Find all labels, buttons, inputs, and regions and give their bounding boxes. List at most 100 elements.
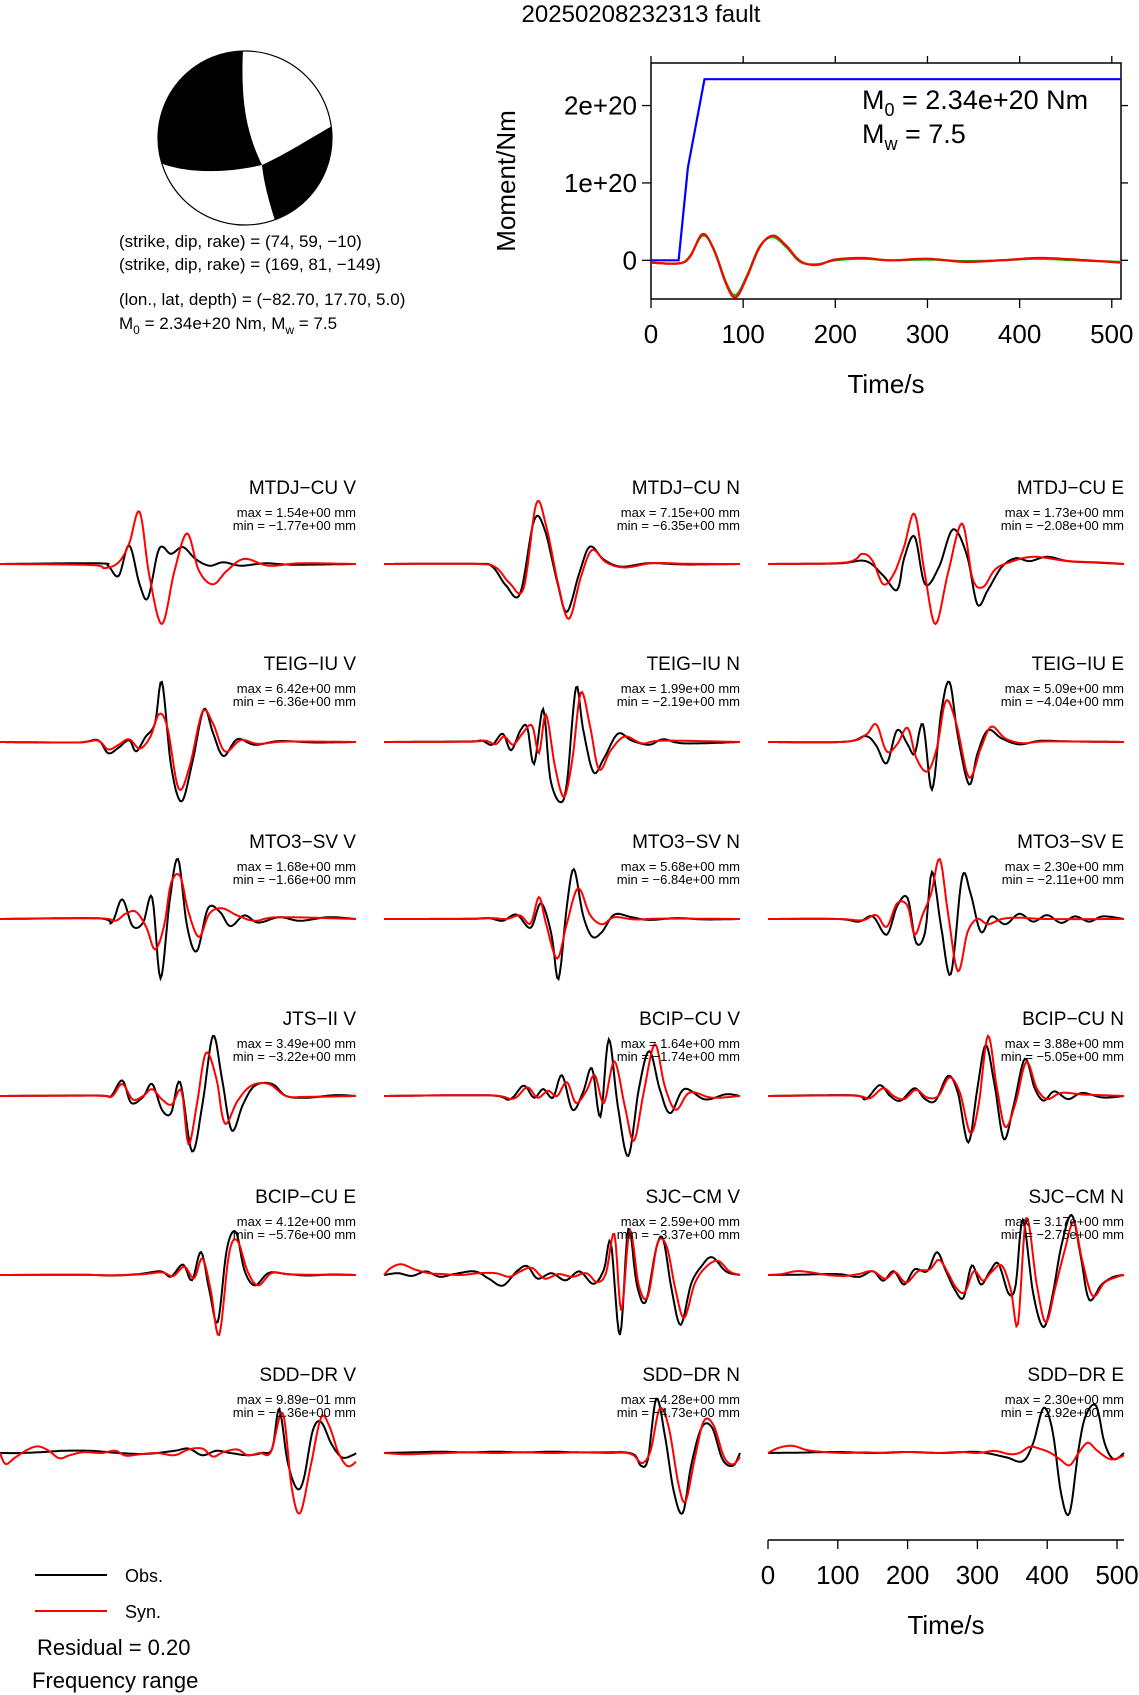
station-min: min = −2.75e+00 mm (1001, 1227, 1124, 1242)
station-name: JTS−II V (283, 1009, 357, 1030)
station-name: BCIP−CU E (255, 1187, 356, 1208)
synthetic-trace (767, 1441, 1125, 1467)
moment-series-line (650, 234, 1122, 297)
synthetic-trace (384, 1042, 741, 1143)
synthetic-trace (768, 1034, 1124, 1135)
station-name: MTDJ−CU E (1017, 478, 1124, 499)
station-min: min = −1.74e+00 mm (617, 1049, 740, 1064)
focal-mechanism-info: (strike, dip, rake) = (74, 59, −10) (str… (119, 232, 405, 337)
station-max: max = 4.12e+00 mm (237, 1214, 356, 1229)
synthetic-trace (383, 1406, 741, 1504)
observed-trace (0, 544, 356, 601)
synthetic-trace (383, 1228, 741, 1319)
observed-trace (383, 1227, 741, 1336)
synthetic-trace (768, 698, 1124, 779)
station-min: min = −6.36e+00 mm (233, 694, 356, 709)
station-max: max = 5.09e+00 mm (1005, 681, 1124, 696)
nodal-plane-2-text: (strike, dip, rake) = (169, 81, −149) (119, 255, 381, 274)
station-min: min = −2.08e+00 mm (1001, 518, 1124, 533)
station-max: max = 1.73e+00 mm (1005, 505, 1124, 520)
station-name: BCIP−CU V (639, 1009, 740, 1030)
station-min: min = −1.77e+00 mm (233, 518, 356, 533)
moment-series-line (650, 232, 1121, 299)
station-min: min = −5.76e+00 mm (233, 1227, 356, 1242)
station-min: min = −6.84e+00 mm (617, 872, 740, 887)
station-max: max = 4.28e+00 mm (621, 1392, 740, 1407)
synthetic-trace (0, 1411, 357, 1515)
station-max: max = 3.88e+00 mm (1005, 1036, 1124, 1051)
synthetic-trace (768, 512, 1125, 626)
station-min: min = −2.19e+00 mm (617, 694, 740, 709)
synthetic-trace (768, 857, 1124, 973)
synthetic-trace (384, 500, 740, 620)
station-min: min = −2.11e+00 mm (1002, 872, 1124, 887)
station-max: max = 1.54e+00 mm (237, 505, 356, 520)
station-max: max = 1.68e+00 mm (237, 859, 356, 874)
moment-series (650, 78, 1122, 299)
station-min: min = −5.05e+00 mm (1001, 1049, 1124, 1064)
station-max: max = 2.30e+00 mm (1005, 859, 1124, 874)
legend: Obs. Syn. Residual = 0.20 Frequency rang… (32, 1566, 198, 1693)
moment-m0-annotation: M0 = 2.34e+20 Nm (862, 85, 1088, 120)
moment-xtick-label: 0 (644, 319, 658, 349)
legend-obs-label: Obs. (125, 1566, 163, 1586)
moment-ytick-label: 2e+20 (564, 91, 637, 121)
observed-trace (768, 528, 1124, 607)
moment-magnitude-text: M0 = 2.34e+20 Nm, Mw = 7.5 (119, 314, 337, 337)
observed-trace (0, 1230, 356, 1325)
moment-mw-annotation: Mw = 7.5 (862, 119, 966, 154)
station-max: max = 2.30e+00 mm (1005, 1392, 1124, 1407)
station-max: max = 5.68e+00 mm (621, 859, 740, 874)
moment-ytick-label: 1e+20 (564, 168, 637, 198)
observed-trace (0, 1406, 357, 1491)
nodal-plane-1-text: (strike, dip, rake) = (74, 59, −10) (119, 232, 362, 251)
station-name: SDD−DR N (642, 1365, 740, 1386)
moment-series-line (651, 78, 1121, 262)
station-name: SJC−CM V (646, 1187, 741, 1208)
beachball-compressional-quadrant-right (262, 120, 332, 225)
beachball (157, 50, 333, 226)
waveform-xtick-label: 400 (1026, 1560, 1069, 1590)
station-name: MTDJ−CU V (249, 478, 356, 499)
station-name: MTDJ−CU N (632, 478, 740, 499)
station-max: max = 7.15e+00 mm (621, 505, 740, 520)
legend-syn-label: Syn. (125, 1602, 161, 1622)
waveform-xtick-label: 300 (956, 1560, 999, 1590)
synthetic-trace (0, 1051, 356, 1146)
synthetic-trace (0, 872, 356, 951)
station-min: min = −1.66e+00 mm (233, 872, 356, 887)
moment-xtick-label: 100 (721, 319, 764, 349)
synthetic-trace (0, 708, 356, 792)
station-max: max = 1.64e+00 mm (621, 1036, 740, 1051)
waveform-xlabel: Time/s (907, 1610, 984, 1640)
moment-plot-frame (650, 62, 1122, 300)
station-name: TEIG−IU V (264, 654, 357, 675)
station-max: max = 9.89e−01 mm (237, 1392, 356, 1407)
station-max: max = 3.49e+00 mm (237, 1036, 356, 1051)
station-max: max = 1.99e+00 mm (621, 681, 740, 696)
waveform-xtick-label: 0 (761, 1560, 775, 1590)
observed-trace (768, 869, 1125, 977)
synthetic-trace (0, 510, 356, 626)
station-max: max = 3.17e+00 mm (1005, 1214, 1124, 1229)
moment-axes: 0 100 200 300 400 500 0 1e+20 2e+20 (564, 56, 1133, 349)
station-name: TEIG−IU E (1032, 654, 1124, 675)
synthetic-trace (768, 1216, 1125, 1329)
figure-title: 20250208232313 fault (522, 1, 761, 28)
waveform-xtick-label: 200 (886, 1560, 929, 1590)
station-min: min = −3.22e+00 mm (233, 1049, 356, 1064)
station-min: min = −6.35e+00 mm (617, 518, 740, 533)
